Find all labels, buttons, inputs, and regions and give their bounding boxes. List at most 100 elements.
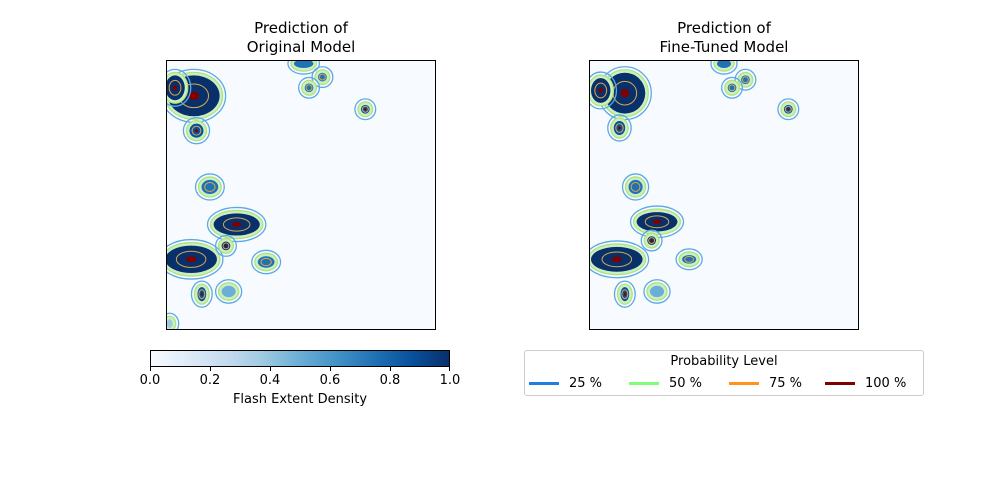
contour-25	[590, 71, 618, 110]
contour-25	[214, 279, 243, 304]
contour-75	[644, 215, 670, 229]
contour-25	[734, 68, 757, 91]
density-fill	[221, 285, 236, 298]
contour-75	[684, 255, 695, 263]
left-heatmap-svg	[167, 61, 377, 329]
contour-100	[620, 88, 630, 98]
contour-25	[167, 238, 224, 280]
contour-25	[621, 173, 650, 201]
legend-label-50: 50 %	[669, 375, 703, 391]
heatmap-cell-6	[354, 98, 377, 121]
contour-100	[194, 129, 199, 133]
legend-item-25: 25 %	[529, 374, 602, 392]
heatmap-cell-3	[710, 61, 738, 75]
legend-title: Probability Level	[670, 354, 778, 369]
contour-100	[224, 244, 228, 247]
heatmap-cell-5	[721, 76, 744, 99]
colorbar-tick	[150, 367, 151, 371]
legend-line-100	[825, 381, 855, 385]
heatmap-cell-13	[613, 280, 636, 308]
contour-75	[741, 76, 749, 84]
left-chart-title-line2: Original Model	[246, 38, 356, 56]
heatmap-cell-10	[640, 229, 663, 252]
heatmap-cell-7	[621, 173, 650, 201]
contour-100	[172, 85, 178, 91]
contour-100	[611, 256, 623, 262]
contour-25	[590, 240, 650, 279]
contour-100	[200, 292, 203, 296]
colorbar-tick	[449, 367, 450, 371]
right-chart-title-line1: Prediction of	[677, 19, 771, 37]
colorbar-tick-label: 0.2	[199, 373, 221, 388]
legend-item-75: 75 %	[729, 374, 802, 392]
heatmap-cell-12	[643, 279, 671, 304]
heatmap-cell-14	[167, 312, 180, 329]
contour-100	[188, 91, 200, 101]
colorbar-tick-label: 0.6	[319, 373, 341, 388]
contour-75	[198, 289, 206, 300]
heatmap-cell-2	[182, 116, 211, 145]
colorbar-label: Flash Extent Density	[232, 392, 368, 407]
contour-100	[598, 87, 603, 94]
contour-25	[311, 66, 334, 89]
right-heatmap-panel	[589, 60, 859, 330]
contour-75	[175, 250, 207, 268]
contour-75	[305, 84, 313, 92]
legend-line-25	[529, 381, 559, 385]
contour-25	[214, 234, 237, 257]
contour-75	[621, 289, 629, 300]
heatmap-cell-8	[206, 206, 267, 243]
contour-25	[167, 68, 192, 107]
contour-75	[728, 84, 736, 92]
contour-100	[650, 239, 653, 242]
density-fill	[649, 285, 665, 298]
legend-label-100: 100 %	[865, 375, 907, 391]
contour-25	[194, 173, 225, 201]
heatmap-cell-6	[777, 98, 800, 121]
heatmap-cell-8	[629, 205, 685, 239]
colorbar-tick-label: 1.0	[439, 373, 461, 388]
contour-100	[231, 222, 242, 227]
contour-75	[601, 251, 633, 268]
heatmap-cell-10	[214, 234, 237, 257]
heatmap-cell-4	[311, 66, 334, 89]
heatmap-cell-5	[298, 76, 321, 99]
contour-25	[298, 76, 321, 99]
probability-legend: Probability Level 25 % 50 % 75 % 100 %	[524, 350, 924, 396]
contour-25	[640, 229, 663, 252]
legend-label-25: 25 %	[569, 375, 603, 391]
legend-item-50: 50 %	[629, 374, 702, 392]
heatmap-cell-1	[590, 71, 618, 110]
contour-75	[168, 79, 182, 96]
contour-25	[643, 279, 671, 304]
heatmap-cell-13	[190, 280, 213, 308]
density-fill	[167, 319, 173, 328]
contour-25	[607, 114, 632, 142]
heatmap-cell-9	[590, 240, 650, 279]
colorbar-tick-label: 0.8	[379, 373, 401, 388]
contour-100	[364, 108, 367, 111]
contour-75	[784, 105, 792, 113]
contour-25	[251, 249, 282, 275]
legend-label-75: 75 %	[769, 375, 803, 391]
contour-25	[287, 61, 321, 75]
heatmap-cell-11	[675, 248, 703, 271]
contour-75	[191, 125, 202, 136]
contour-100	[618, 126, 621, 130]
contour-25	[182, 116, 211, 145]
colorbar-tick	[330, 367, 331, 371]
density-fill	[257, 256, 275, 268]
left-chart-title-line1: Prediction of	[254, 19, 348, 37]
right-chart-title-line2: Fine-Tuned Model	[659, 38, 789, 56]
density-fill	[201, 179, 219, 194]
contour-25	[675, 248, 703, 271]
density-fill	[628, 179, 643, 194]
contour-75	[615, 123, 624, 133]
heatmap-cell-11	[251, 249, 282, 275]
contour-25	[721, 76, 744, 99]
contour-75	[594, 82, 608, 99]
contour-25	[777, 98, 800, 121]
contour-25	[190, 280, 213, 308]
contour-100	[623, 292, 626, 296]
contour-100	[185, 256, 197, 263]
